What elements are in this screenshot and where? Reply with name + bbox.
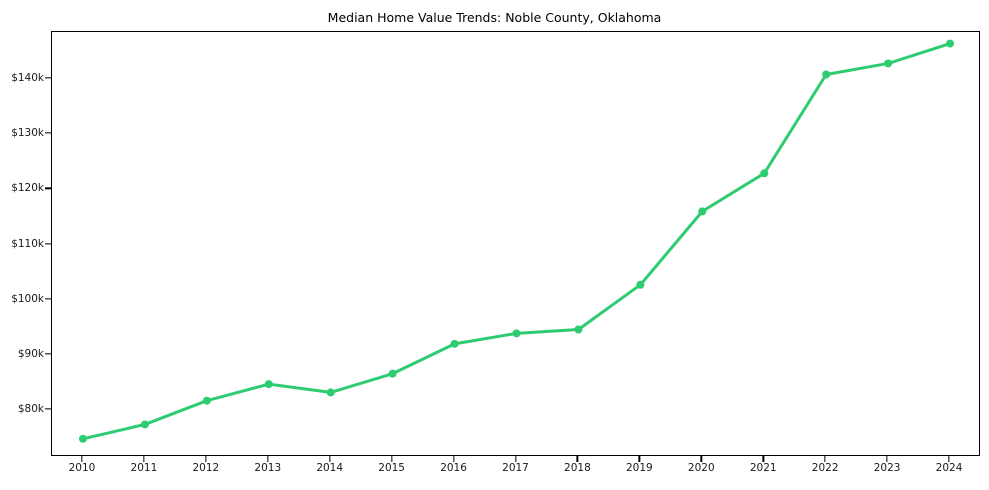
data-point-marker <box>822 70 831 79</box>
y-axis-tick-label: $90k <box>17 347 44 360</box>
data-point-marker <box>636 280 645 289</box>
data-point-marker <box>388 369 397 378</box>
x-axis-tick-label: 2020 <box>687 462 715 474</box>
x-axis-tick-label: 2013 <box>254 462 282 474</box>
chart-title: Median Home Value Trends: Noble County, … <box>327 10 662 25</box>
series-line-median-home-value <box>81 42 952 441</box>
data-point-marker <box>202 396 211 405</box>
y-axis-tick-label: $130k <box>11 127 44 140</box>
x-axis-tick-label: 2015 <box>378 462 405 474</box>
x-axis-tick-label: 2010 <box>68 462 96 474</box>
x-axis-tick-label: 2021 <box>749 462 777 474</box>
x-axis-tick-label: 2024 <box>935 462 963 474</box>
x-axis-tick-label: 2012 <box>192 462 220 474</box>
data-point-marker <box>884 59 893 68</box>
x-axis-tick-label: 2011 <box>130 462 158 474</box>
plot-area <box>51 31 980 456</box>
y-axis-tick-label: $140k <box>11 71 44 84</box>
data-point-marker <box>264 380 273 389</box>
x-axis-tick-label: 2022 <box>811 462 839 474</box>
y-axis-tick-label: $100k <box>11 292 44 305</box>
data-point-marker <box>140 420 149 429</box>
x-axis-tick-label: 2014 <box>316 462 344 474</box>
data-point-marker <box>512 329 521 338</box>
line-chart-svg <box>78 39 955 443</box>
y-axis-label-group: $80k $90k $100k $110k $120k $130k $140k <box>0 0 44 490</box>
y-axis-tick-label: $80k <box>17 403 44 416</box>
x-axis-tick-label: 2017 <box>502 462 529 474</box>
y-axis-tick-label: $110k <box>11 237 44 250</box>
x-axis-tick-label: 2023 <box>873 462 901 474</box>
data-point-marker <box>78 434 87 443</box>
data-point-marker <box>450 339 459 348</box>
data-point-marker <box>946 39 955 48</box>
x-axis-tick-label: 2018 <box>564 462 591 474</box>
x-axis-tick-label: 2016 <box>440 462 467 474</box>
y-axis-tick-label: $120k <box>11 182 44 195</box>
data-point-marker <box>574 325 583 334</box>
data-point-marker <box>326 388 335 397</box>
data-point-marker <box>698 207 707 216</box>
data-point-marker <box>760 169 769 178</box>
series-markers-group <box>78 39 955 443</box>
x-axis-tick-label: 2019 <box>625 462 653 474</box>
